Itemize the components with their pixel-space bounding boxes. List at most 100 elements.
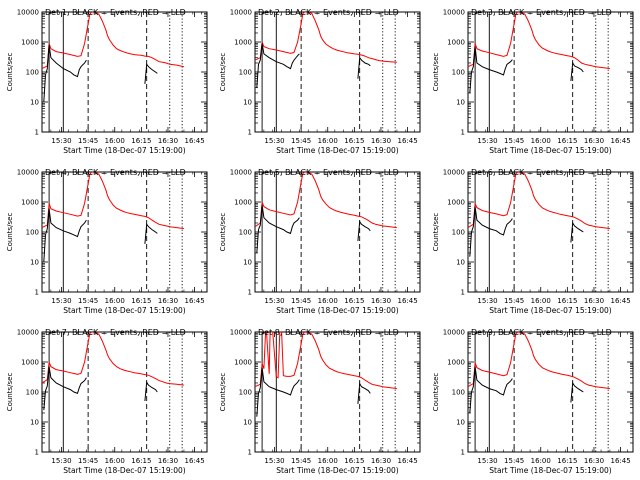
chart-title: Det 9, BLACK = Events, RED = LLD xyxy=(471,328,612,337)
x-tick-label: 16:30 xyxy=(158,137,178,145)
x-tick-label: 16:45 xyxy=(184,297,204,305)
x-tick-label: 16:15 xyxy=(131,457,151,465)
x-tick-label: 16:45 xyxy=(184,457,204,465)
chart-title: Det 2, BLACK = Events, RED = LLD xyxy=(258,8,399,17)
y-tick-label: 1000 xyxy=(447,39,465,47)
y-tick-label: 100 xyxy=(26,69,39,77)
y-axis-label: Counts/sec xyxy=(432,373,440,412)
black-events-series xyxy=(256,367,371,417)
y-tick-label: 100 xyxy=(239,229,252,237)
x-tick-label: 16:00 xyxy=(318,137,338,145)
red-lld-series xyxy=(42,332,184,386)
y-tick-label: 10000 xyxy=(443,9,465,17)
y-axis-label: Counts/sec xyxy=(432,53,440,92)
y-axis-label: Counts/sec xyxy=(219,213,227,252)
x-tick-label: 15:45 xyxy=(78,137,98,145)
y-tick-label: 100 xyxy=(452,389,465,397)
x-tick-label: 16:15 xyxy=(557,297,577,305)
x-tick-label: 15:45 xyxy=(78,457,98,465)
x-tick-label: 15:45 xyxy=(78,297,98,305)
chart-panel-1: 1 10 100 1000 10000 15:30 15:45 16:00 16:15 16:30… xyxy=(6,8,208,155)
plot-frame xyxy=(467,331,634,453)
x-tick-label: 15:30 xyxy=(264,137,284,145)
y-tick-label: 100 xyxy=(239,69,252,77)
x-tick-label: 15:45 xyxy=(291,137,311,145)
x-tick-label: 15:45 xyxy=(291,297,311,305)
x-tick-label: 16:00 xyxy=(531,137,551,145)
x-axis-label: Start Time (18-Dec-07 15:19:00) xyxy=(489,146,611,155)
y-tick-label: 1 xyxy=(461,449,465,457)
red-lld-series xyxy=(468,332,610,390)
y-axis-label: Counts/sec xyxy=(219,53,227,92)
y-axis-label: Counts/sec xyxy=(6,373,14,412)
black-events-series xyxy=(469,366,584,414)
x-axis-label: Start Time (18-Dec-07 15:19:00) xyxy=(63,146,185,155)
y-tick-label: 1000 xyxy=(21,199,39,207)
y-tick-label: 1000 xyxy=(21,359,39,367)
y-tick-label: 10 xyxy=(243,99,252,107)
x-axis-label: Start Time (18-Dec-07 15:19:00) xyxy=(489,466,611,475)
plot-frame xyxy=(254,11,421,133)
y-tick-label: 1 xyxy=(461,129,465,137)
chart-title: Det 5, BLACK = Events, RED = LLD xyxy=(258,168,399,177)
red-lld-series xyxy=(468,12,610,70)
y-axis-label: Counts/sec xyxy=(6,213,14,252)
y-tick-label: 10000 xyxy=(230,169,252,177)
y-tick-label: 1 xyxy=(248,289,252,297)
red-lld-series xyxy=(255,332,397,390)
x-tick-label: 16:15 xyxy=(344,297,364,305)
y-tick-label: 10000 xyxy=(443,329,465,337)
x-tick-label: 16:00 xyxy=(531,457,551,465)
x-tick-label: 15:30 xyxy=(264,457,284,465)
x-tick-label: 16:30 xyxy=(371,137,391,145)
x-tick-label: 16:00 xyxy=(105,297,125,305)
chart-title: Det 6, BLACK = Events, RED = LLD xyxy=(471,168,612,177)
y-tick-label: 1 xyxy=(248,129,252,137)
red-lld-series xyxy=(255,12,397,63)
chart-panel-2: 1 10 100 1000 10000 15:30 15:45 16:00 16:15 16:30… xyxy=(219,8,421,155)
y-tick-label: 10000 xyxy=(443,169,465,177)
y-axis-label: Counts/sec xyxy=(219,373,227,412)
y-tick-label: 10 xyxy=(456,419,465,427)
x-tick-label: 16:30 xyxy=(584,137,604,145)
y-tick-label: 100 xyxy=(26,229,39,237)
chart-title: Det 4, BLACK = Events, RED = LLD xyxy=(45,168,186,177)
y-tick-label: 1 xyxy=(35,449,39,457)
x-tick-label: 16:00 xyxy=(318,457,338,465)
chart-title: Det 3, BLACK = Events, RED = LLD xyxy=(471,8,612,17)
x-tick-label: 16:00 xyxy=(105,457,125,465)
x-tick-label: 16:15 xyxy=(557,137,577,145)
plot-frame xyxy=(467,171,634,293)
x-tick-label: 16:30 xyxy=(371,297,391,305)
y-tick-label: 1000 xyxy=(234,359,252,367)
black-events-series xyxy=(256,43,371,88)
x-tick-label: 15:30 xyxy=(477,297,497,305)
plot-frame xyxy=(254,331,421,453)
black-events-series xyxy=(43,366,158,411)
y-tick-label: 10 xyxy=(30,99,39,107)
y-tick-label: 1 xyxy=(35,289,39,297)
black-events-series xyxy=(43,44,158,103)
x-tick-label: 16:30 xyxy=(158,297,178,305)
chart-title: Det 1, BLACK = Events, RED = LLD xyxy=(45,8,186,17)
y-tick-label: 10000 xyxy=(230,9,252,17)
x-tick-label: 16:30 xyxy=(371,457,391,465)
x-tick-label: 15:45 xyxy=(504,137,524,145)
black-events-series xyxy=(469,46,584,94)
x-tick-label: 16:45 xyxy=(610,137,630,145)
y-tick-label: 1000 xyxy=(21,39,39,47)
x-tick-label: 16:45 xyxy=(184,137,204,145)
y-tick-label: 10 xyxy=(456,259,465,267)
x-tick-label: 15:30 xyxy=(51,137,71,145)
red-lld-series xyxy=(42,172,184,230)
x-tick-label: 16:00 xyxy=(318,297,338,305)
x-tick-label: 16:15 xyxy=(131,297,151,305)
x-axis-label: Start Time (18-Dec-07 15:19:00) xyxy=(489,306,611,315)
x-tick-label: 16:00 xyxy=(105,137,125,145)
y-axis-label: Counts/sec xyxy=(6,53,14,92)
chart-panel-9: 1 10 100 1000 10000 15:30 15:45 16:00 16:15 16:30… xyxy=(432,328,634,475)
x-axis-label: Start Time (18-Dec-07 15:19:00) xyxy=(276,146,398,155)
y-tick-label: 10000 xyxy=(230,329,252,337)
y-tick-label: 100 xyxy=(452,229,465,237)
